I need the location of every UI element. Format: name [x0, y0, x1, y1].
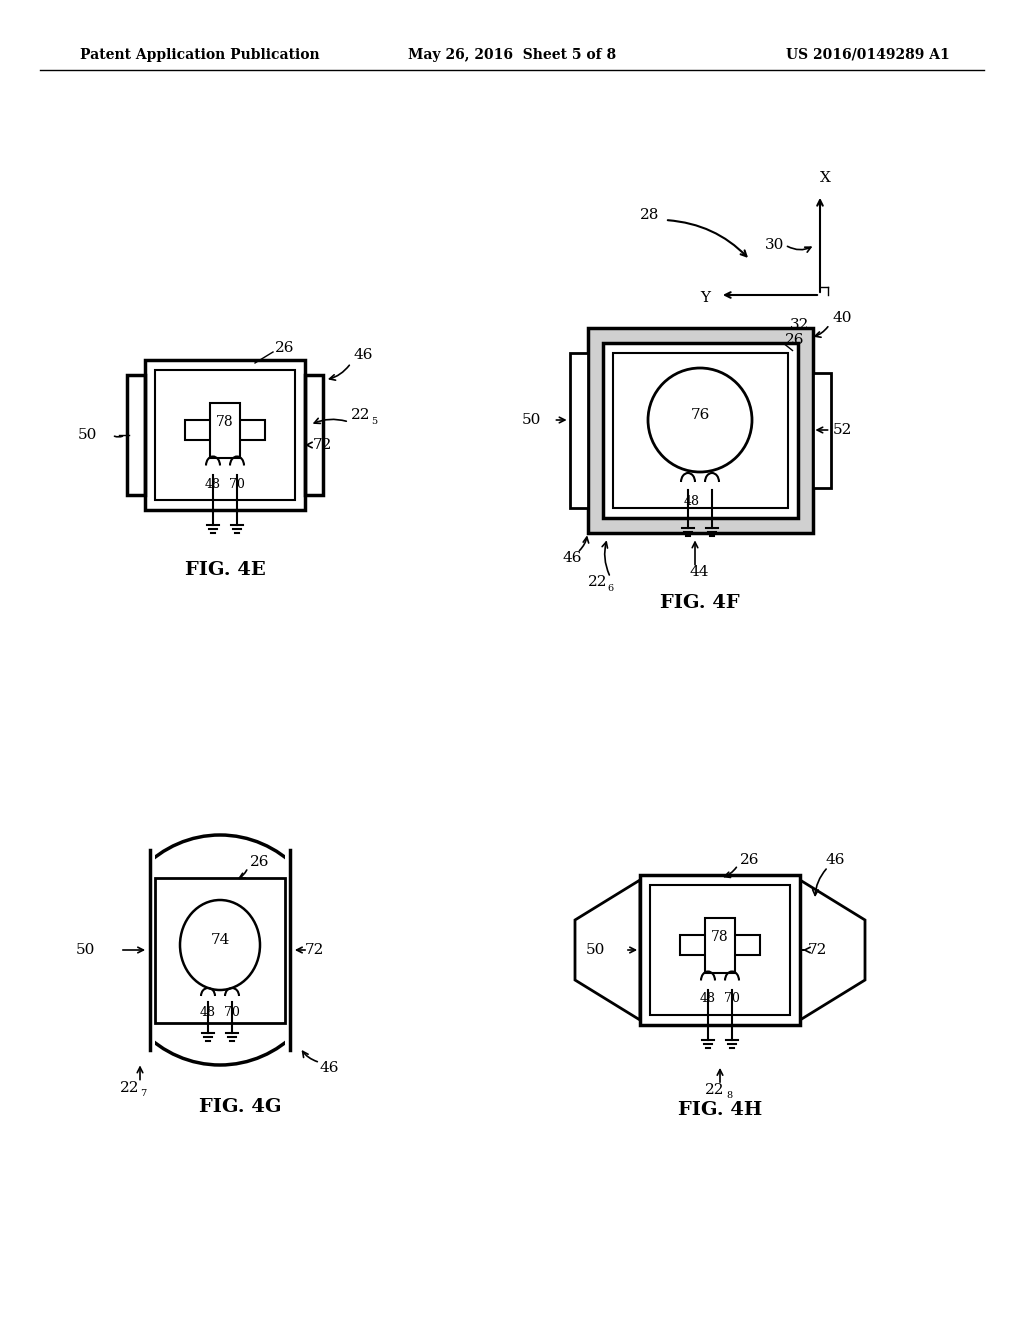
Text: FIG. 4F: FIG. 4F: [660, 594, 739, 611]
Text: 78: 78: [712, 931, 729, 944]
Circle shape: [648, 368, 752, 473]
Text: 76: 76: [690, 408, 710, 422]
Text: Patent Application Publication: Patent Application Publication: [80, 48, 319, 62]
Bar: [185, 420, 265, 440]
Text: 5: 5: [371, 417, 377, 425]
Text: 46: 46: [825, 853, 845, 867]
Text: 22: 22: [705, 1082, 725, 1097]
Text: 6: 6: [607, 583, 613, 593]
Bar: [127, 375, 145, 495]
Bar: [588, 327, 812, 532]
Text: 26: 26: [275, 341, 295, 355]
Bar: [105, 836, 155, 1065]
Text: 72: 72: [808, 942, 827, 957]
Text: 40: 40: [833, 310, 852, 325]
Text: 74: 74: [210, 933, 229, 946]
Bar: [155, 370, 295, 500]
Bar: [305, 375, 323, 495]
Bar: [155, 878, 285, 1023]
Text: 50: 50: [586, 942, 605, 957]
Text: 72: 72: [313, 438, 333, 451]
Text: 26: 26: [740, 853, 760, 867]
Text: 48: 48: [700, 993, 716, 1006]
Text: 46: 46: [353, 348, 373, 362]
Bar: [612, 352, 787, 507]
Text: FIG. 4H: FIG. 4H: [678, 1101, 762, 1119]
Text: 28: 28: [640, 209, 659, 222]
Bar: [602, 342, 798, 517]
Text: 46: 46: [319, 1060, 340, 1074]
Ellipse shape: [110, 836, 330, 1065]
Text: X: X: [819, 172, 830, 185]
Text: 22: 22: [120, 1081, 139, 1094]
Bar: [650, 884, 790, 1015]
Text: 30: 30: [765, 238, 784, 252]
Text: 70: 70: [224, 1006, 240, 1019]
Text: FIG. 4E: FIG. 4E: [184, 561, 265, 579]
Text: US 2016/0149289 A1: US 2016/0149289 A1: [786, 48, 950, 62]
Bar: [285, 836, 335, 1065]
Text: 32: 32: [791, 318, 810, 333]
Text: 50: 50: [522, 413, 542, 426]
Bar: [812, 372, 830, 487]
Text: 48: 48: [684, 495, 700, 508]
Text: 8: 8: [726, 1092, 732, 1101]
Text: 72: 72: [305, 942, 325, 957]
Text: 50: 50: [78, 428, 97, 442]
Text: 48: 48: [205, 478, 221, 491]
Text: 70: 70: [724, 993, 740, 1006]
Bar: [640, 875, 800, 1026]
Text: 48: 48: [200, 1006, 216, 1019]
Bar: [569, 352, 588, 507]
Bar: [145, 360, 305, 510]
Text: 26: 26: [250, 855, 269, 870]
Text: Y: Y: [700, 290, 710, 305]
Text: 7: 7: [140, 1089, 146, 1098]
Ellipse shape: [180, 900, 260, 990]
Text: 70: 70: [229, 478, 245, 491]
Text: 46: 46: [562, 550, 582, 565]
Bar: [705, 917, 735, 973]
Text: 44: 44: [690, 565, 710, 579]
Text: 22: 22: [588, 576, 607, 590]
Text: 50: 50: [76, 942, 95, 957]
Text: 52: 52: [833, 422, 852, 437]
Text: 26: 26: [785, 334, 805, 347]
Bar: [210, 403, 240, 458]
Text: 78: 78: [216, 414, 233, 429]
Text: May 26, 2016  Sheet 5 of 8: May 26, 2016 Sheet 5 of 8: [408, 48, 616, 62]
Text: FIG. 4G: FIG. 4G: [199, 1098, 282, 1117]
Bar: [680, 935, 760, 954]
Text: 22: 22: [351, 408, 371, 422]
